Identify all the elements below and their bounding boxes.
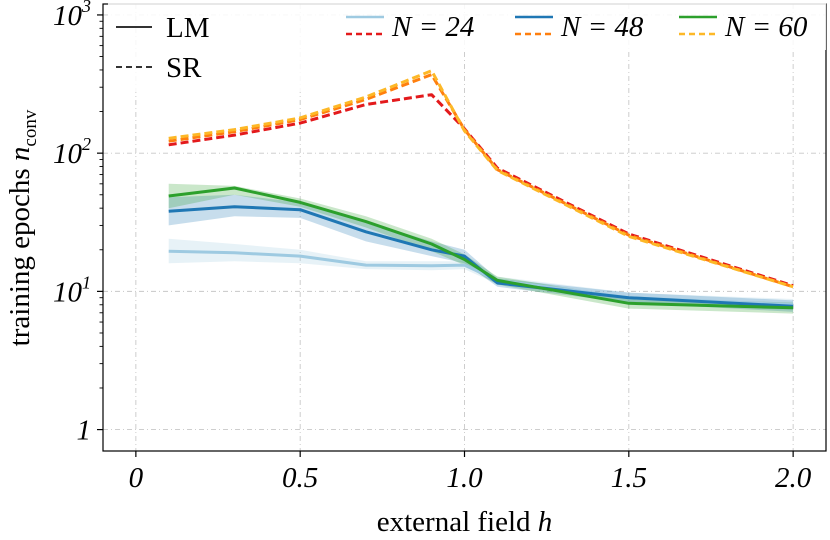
y-axis-label-text: training epochs (4, 161, 36, 346)
x-tick-label-2: 1.0 (446, 462, 483, 494)
line-SR-N48 (168, 73, 794, 289)
x-tick-label-0: 0 (129, 462, 144, 494)
y-axis-label-var: n (4, 147, 36, 162)
x-tick-label-4: 2.0 (775, 462, 812, 494)
x-tick-label-1: 0.5 (282, 462, 318, 494)
legend-size-label-1: N = 48 (560, 11, 644, 43)
y-tick-label-1: 101 (53, 272, 91, 308)
legend-style-label-lm: LM (166, 12, 210, 44)
y-tick-label-3: 103 (53, 0, 91, 32)
legend-styles-box (108, 2, 342, 92)
legend-styles: LM SR (108, 2, 342, 92)
y-tick-base-0: 1 (77, 415, 92, 447)
y-tick-base-3: 10 (53, 0, 83, 32)
y-axis-label: training epochs nconv (4, 109, 41, 346)
y-tick-base-2: 10 (53, 138, 83, 170)
y-tick-label-2: 102 (53, 134, 91, 170)
line-LM-N60 (168, 186, 794, 310)
x-axis-label-text: external field (377, 506, 538, 538)
x-axis-label-var: h (538, 506, 553, 538)
legend-style-label-sr: SR (166, 52, 202, 84)
y-tick-label-0: 1 (77, 415, 92, 447)
line-SR-N24 (168, 93, 794, 288)
y-tick-base-1: 10 (53, 276, 83, 308)
y-tick-exp-3: 3 (81, 0, 91, 16)
x-tick-label-3: 1.5 (611, 462, 647, 494)
y-axis-label-sub: conv (20, 109, 41, 146)
line-SR-N60 (168, 69, 794, 289)
legend-sizes: N = 24 N = 48 N = 60 (342, 2, 826, 50)
y-tick-exp-1: 1 (82, 272, 91, 292)
legend-size-label-0: N = 24 (391, 11, 474, 43)
legend-sizes-box (342, 2, 826, 50)
x-axis-label: external field h (377, 506, 553, 538)
legend-size-label-2: N = 60 (724, 11, 808, 43)
line-LM-N48 (168, 205, 794, 308)
y-tick-exp-2: 2 (82, 134, 91, 154)
band-LM-N24 (168, 238, 794, 311)
band-LM-N48 (168, 194, 794, 312)
